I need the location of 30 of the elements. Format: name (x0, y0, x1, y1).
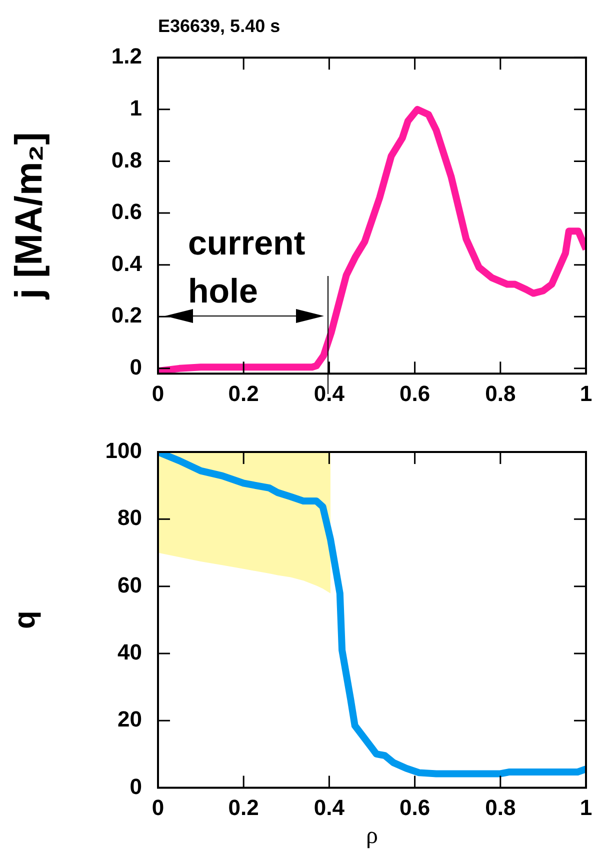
x-tick-label: 0.6 (400, 380, 430, 406)
y-axis-title: j [MA/m₂] (8, 132, 50, 300)
y-tick-label: 0 (130, 354, 142, 380)
y-tick-label: 0.4 (111, 250, 143, 276)
x-tick-label: 1 (580, 795, 592, 820)
x-tick-label: 0.6 (400, 795, 430, 820)
x-tick-label: 0.4 (314, 380, 346, 406)
y-tick-label: 80 (118, 505, 142, 530)
x-tick-label: 0.8 (485, 795, 516, 820)
x-tick-label: 0.2 (228, 795, 259, 820)
y-tick-label: 0 (130, 774, 142, 799)
y-tick-label: 0.6 (111, 199, 142, 224)
x-tick-label: 1 (580, 380, 592, 406)
annotation: current hole (188, 224, 306, 311)
y-axis-title: q (8, 610, 42, 630)
y-tick-label: 1 (130, 95, 142, 120)
y-tick-label: 1.2 (111, 44, 142, 69)
x-tick-label: 0.4 (314, 795, 346, 820)
y-tick-label: 20 (118, 706, 142, 732)
x-tick-label: 0.8 (485, 380, 516, 406)
chart-title: E36639, 5.40 s (158, 16, 280, 36)
x-tick-label: 0 (152, 380, 164, 406)
x-axis-title: ρ (366, 822, 378, 849)
y-tick-label: 0.8 (111, 147, 142, 172)
x-tick-label: 0 (152, 795, 164, 820)
y-tick-label: 0.2 (111, 302, 142, 328)
y-tick-label: 60 (118, 572, 142, 598)
x-tick-label: 0.2 (228, 380, 259, 406)
y-tick-label: 40 (118, 640, 142, 665)
y-tick-label: 100 (105, 438, 142, 464)
